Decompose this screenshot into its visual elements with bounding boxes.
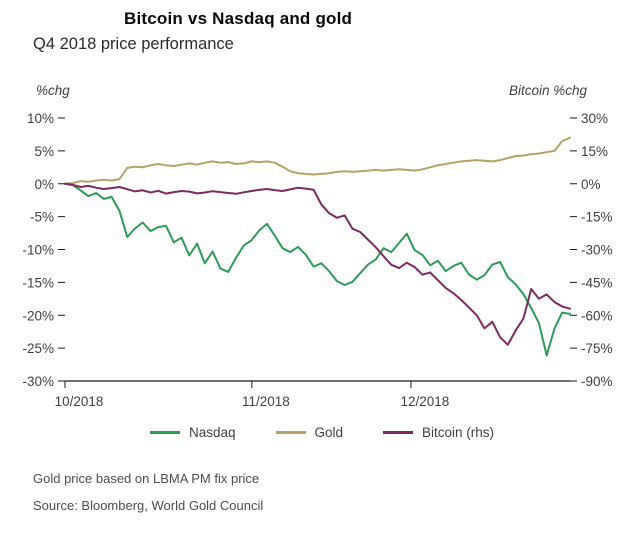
svg-text:-45%: -45% <box>581 275 613 290</box>
svg-text:5%: 5% <box>34 144 54 159</box>
gold-line-swatch <box>275 431 306 434</box>
svg-text:11/2018: 11/2018 <box>242 394 290 409</box>
chart-title: Bitcoin vs Nasdaq and gold <box>124 9 353 28</box>
svg-text:-15%: -15% <box>581 210 613 225</box>
svg-text:-15%: -15% <box>22 275 54 290</box>
svg-text:10%: 10% <box>27 111 54 126</box>
svg-text:0%: 0% <box>581 177 601 192</box>
chart-footnote: Gold price based on LBMA PM fix price <box>33 471 260 486</box>
legend-label-gold: Gold <box>314 425 344 440</box>
svg-text:-10%: -10% <box>22 243 54 258</box>
chart-subtitle: Q4 2018 price performance <box>33 35 234 53</box>
svg-text:-30%: -30% <box>581 243 613 258</box>
svg-text:30%: 30% <box>581 111 608 126</box>
plot-area: 10% 5% 0% -5% -10% -15% -20% -25% -30% 30% 15% 0% -1… <box>22 111 613 409</box>
svg-text:-75%: -75% <box>581 341 613 356</box>
chart-source: Source: Bloomberg, World Gold Council <box>33 498 264 513</box>
bitcoin-line-swatch <box>383 431 414 434</box>
svg-text:15%: 15% <box>581 144 608 159</box>
svg-text:-30%: -30% <box>22 374 54 389</box>
nasdaq-line-swatch <box>149 431 180 434</box>
legend-item-gold: Gold <box>275 425 344 440</box>
svg-text:-60%: -60% <box>581 308 613 323</box>
left-axis-unit-label: %chg <box>36 83 70 98</box>
svg-text:12/2018: 12/2018 <box>401 394 450 409</box>
legend-item-nasdaq: Nasdaq <box>149 425 236 440</box>
svg-text:-25%: -25% <box>22 341 54 356</box>
svg-text:-5%: -5% <box>30 210 54 225</box>
legend-item-bitcoin: Bitcoin (rhs) <box>383 425 494 440</box>
svg-text:10/2018: 10/2018 <box>55 394 104 409</box>
svg-text:-20%: -20% <box>22 308 54 323</box>
legend: Nasdaq Gold Bitcoin (rhs) <box>0 425 644 440</box>
legend-label-bitcoin: Bitcoin (rhs) <box>422 425 495 440</box>
svg-text:0%: 0% <box>34 177 54 192</box>
right-axis-unit-label: Bitcoin %chg <box>508 83 587 98</box>
legend-label-nasdaq: Nasdaq <box>188 425 236 440</box>
svg-text:-90%: -90% <box>581 374 613 389</box>
